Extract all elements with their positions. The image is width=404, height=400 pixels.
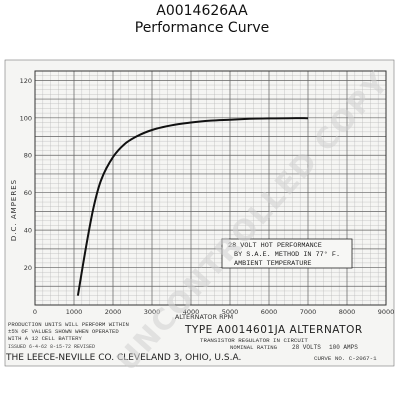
y-tick-label: 20 xyxy=(24,264,32,272)
x-tick-label: 4000 xyxy=(183,308,200,316)
annotation-line-2: BY S.A.E. METHOD IN 77° F. xyxy=(234,250,340,259)
y-tick-label: 40 xyxy=(24,227,32,235)
x-tick-label: 9000 xyxy=(378,308,395,316)
x-axis-label: ALTERNATOR RPM xyxy=(175,313,233,321)
grid-major xyxy=(34,71,387,306)
y-tick-label: 80 xyxy=(24,152,32,160)
y-tick-label: 100 xyxy=(20,114,32,122)
y-tick-labels: 20 40 60 80 100 120 xyxy=(20,77,32,272)
y-axis-label: D.C. AMPERES xyxy=(10,179,18,241)
issue-dates: ISSUED 6-4-62 8-15-72 REVISED xyxy=(8,344,95,350)
x-tick-label: 6000 xyxy=(261,308,278,316)
note-line-2: ±5% OF VALUES SHOWN WHEN OPERATED xyxy=(8,328,119,335)
x-tick-label: 3000 xyxy=(144,308,161,316)
performance-curve-line xyxy=(76,117,309,296)
note-line-1: PRODUCTION UNITS WILL PERFORM WITHIN xyxy=(8,321,129,328)
x-tick-label: 2000 xyxy=(105,308,122,316)
plot-frame xyxy=(34,70,387,306)
y-tick-label: 60 xyxy=(24,189,32,197)
chart-paper xyxy=(4,59,395,367)
x-tick-label: 0 xyxy=(33,308,37,316)
x-tick-label: 1000 xyxy=(66,308,83,316)
x-tick-label: 7000 xyxy=(300,308,317,316)
company-line: THE LEECE-NEVILLE CO. CLEVELAND 3, OHIO,… xyxy=(5,353,241,363)
annotation-box: 28 VOLT HOT PERFORMANCE BY S.A.E. METHOD… xyxy=(221,238,353,269)
curve-number: CURVE NO. C-2067-1 xyxy=(314,355,377,362)
y-tick-label: 120 xyxy=(20,77,32,85)
transistor-note: TRANSISTOR REGULATOR IN CIRCUIT xyxy=(200,337,308,344)
x-tick-label: 5000 xyxy=(222,308,239,316)
x-tick-labels: 0 1000 2000 3000 4000 5000 6000 7000 8000 9000 xyxy=(33,308,394,316)
rating-label: NOMINAL RATING xyxy=(230,344,278,351)
annotation-line-3: AMBIENT TEMPERATURE xyxy=(234,260,312,268)
rating-amps: 100 AMPS xyxy=(329,344,358,351)
rating-volts: 28 VOLTS xyxy=(292,344,321,351)
x-tick-label: 8000 xyxy=(339,308,356,316)
alternator-type: TYPE A0014601JA ALTERNATOR xyxy=(184,324,363,336)
part-number-title: A0014626AA xyxy=(156,3,248,19)
note-line-3: WITH A 12 CELL BATTERY xyxy=(8,335,82,342)
annotation-line-1: 28 VOLT HOT PERFORMANCE xyxy=(228,242,322,250)
chart-subtitle: Performance Curve xyxy=(134,20,270,36)
